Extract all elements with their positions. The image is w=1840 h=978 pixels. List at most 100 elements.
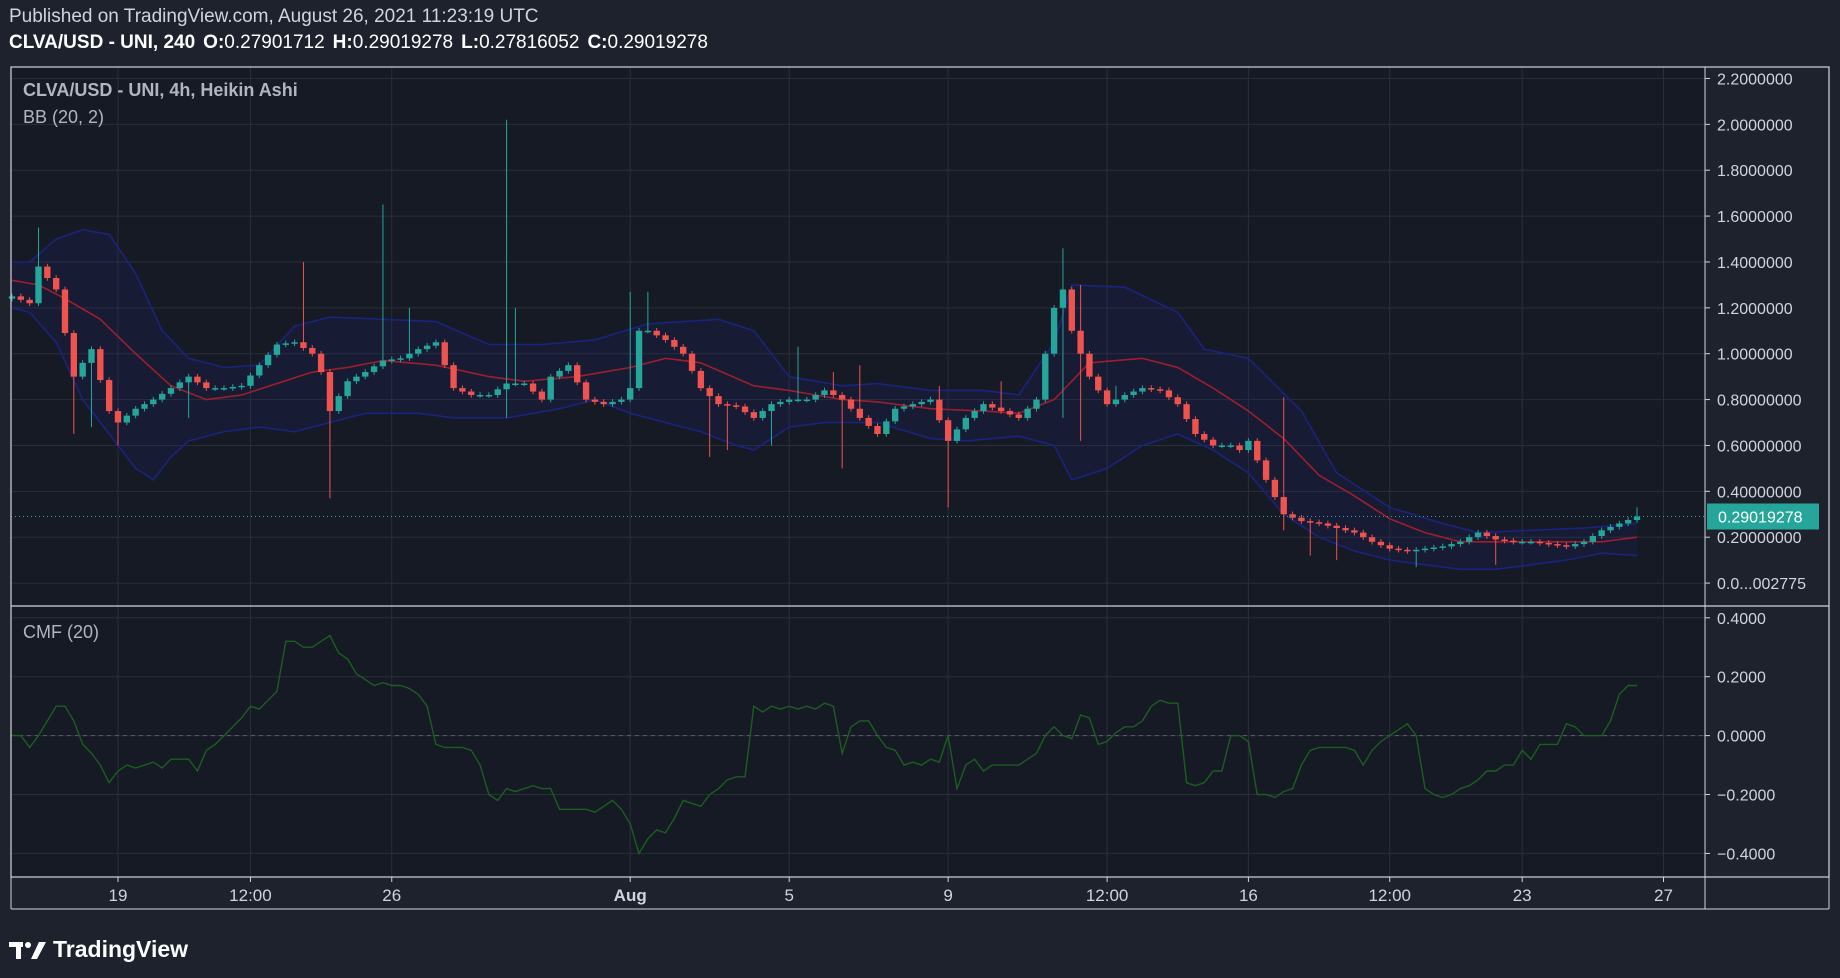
- candle: [1033, 396, 1040, 412]
- candle: [1192, 416, 1199, 437]
- candle-body: [494, 389, 501, 395]
- candle: [273, 341, 281, 358]
- candle-body: [1121, 394, 1128, 400]
- candle-body: [953, 429, 961, 441]
- candle-body: [1616, 523, 1623, 527]
- candle: [300, 261, 307, 351]
- candle-body: [1324, 523, 1332, 526]
- tradingview-logo[interactable]: TradingView: [9, 936, 188, 963]
- candle: [1360, 529, 1367, 540]
- cmf-axis-tick-label: −0.4000: [1717, 846, 1775, 863]
- candle-body: [1536, 541, 1544, 544]
- candle-body: [105, 380, 113, 412]
- bollinger-lower-band: [11, 307, 1638, 571]
- candle: [1271, 477, 1279, 500]
- candle-body: [759, 411, 766, 418]
- candle: [335, 393, 342, 414]
- candle-body: [256, 365, 263, 376]
- candle-body: [812, 394, 819, 400]
- candle: [1510, 537, 1517, 545]
- candle-body: [556, 370, 563, 377]
- candle: [1148, 385, 1155, 393]
- candle: [406, 307, 413, 362]
- time-axis-tick-label: 5: [784, 886, 793, 905]
- candle: [750, 409, 758, 421]
- candle: [105, 377, 113, 414]
- candle: [856, 365, 864, 421]
- candle: [582, 379, 590, 403]
- candle-body: [1077, 330, 1084, 354]
- candle: [203, 379, 210, 391]
- candle: [1006, 408, 1014, 418]
- candle-body: [1130, 391, 1137, 395]
- candle: [741, 403, 749, 415]
- candle-body: [1103, 390, 1111, 405]
- candle-body: [1598, 530, 1605, 537]
- candle: [220, 385, 228, 391]
- candle: [644, 291, 652, 334]
- candle-body: [1209, 439, 1217, 446]
- price-axis-tick-label: 0.0...002775: [1717, 576, 1806, 593]
- time-axis-tick-label: 27: [1654, 886, 1673, 905]
- candle-body: [680, 346, 687, 354]
- cmf-axis-tick-label: 0.2000: [1717, 670, 1766, 687]
- candle-body: [1307, 521, 1314, 523]
- price-axis-tick-label: 1.2000000: [1717, 301, 1793, 318]
- candle: [61, 286, 69, 336]
- candle-body: [1192, 419, 1199, 434]
- close-label: C:: [587, 32, 608, 53]
- candle-body: [8, 296, 16, 299]
- candle-body: [1377, 541, 1385, 546]
- candle: [450, 362, 457, 391]
- candle-body: [1519, 541, 1526, 544]
- candle: [1121, 392, 1128, 403]
- candle: [211, 385, 219, 391]
- candle: [812, 392, 819, 403]
- candle: [1386, 542, 1393, 552]
- grid-lines: [11, 67, 1705, 877]
- candle-body: [291, 342, 298, 344]
- candle: [715, 393, 722, 407]
- bollinger-fill: [12, 229, 1637, 570]
- candle: [680, 344, 687, 357]
- candle-body: [927, 399, 934, 402]
- candle: [785, 396, 793, 405]
- candle: [150, 396, 157, 407]
- candle: [1572, 541, 1579, 550]
- candle-body: [1368, 537, 1376, 542]
- candle: [494, 386, 501, 398]
- candle-body: [671, 339, 678, 347]
- candle-body: [273, 344, 281, 355]
- candle: [821, 387, 828, 398]
- candle-body: [909, 404, 916, 407]
- candle-body: [1095, 376, 1102, 391]
- candle-body: [238, 385, 245, 388]
- price-pane-title: CLVA/USD - UNI, 4h, Heikin Ashi: [23, 80, 298, 100]
- candle-body: [44, 266, 51, 279]
- candle-body: [1245, 440, 1252, 451]
- candle-body: [220, 388, 228, 390]
- candle-body: [856, 408, 864, 418]
- candle: [79, 360, 86, 380]
- candle-body: [1607, 526, 1614, 531]
- candle: [344, 378, 351, 399]
- candle-body: [158, 393, 166, 400]
- candle-body: [450, 365, 457, 389]
- chart-area[interactable]: 2.2000000 2.0000000 1.8000000 1.6000000 1.40…: [0, 0, 1840, 930]
- price-axis-tick-label: 0.20000000: [1717, 530, 1802, 547]
- candle: [317, 350, 325, 375]
- candle: [1342, 525, 1349, 534]
- candle-body: [1545, 542, 1552, 545]
- candle: [1421, 545, 1429, 553]
- cmf-axis-tick-label: 0.0000: [1717, 729, 1766, 746]
- candle-body: [609, 401, 616, 405]
- candle: [688, 350, 696, 374]
- candle-body: [697, 370, 705, 389]
- candle: [1633, 507, 1641, 523]
- candle: [944, 417, 952, 508]
- candle-body: [1148, 388, 1155, 390]
- candle: [441, 339, 448, 368]
- candle: [88, 346, 95, 428]
- candle-body: [1624, 519, 1632, 524]
- candle-body: [229, 386, 236, 389]
